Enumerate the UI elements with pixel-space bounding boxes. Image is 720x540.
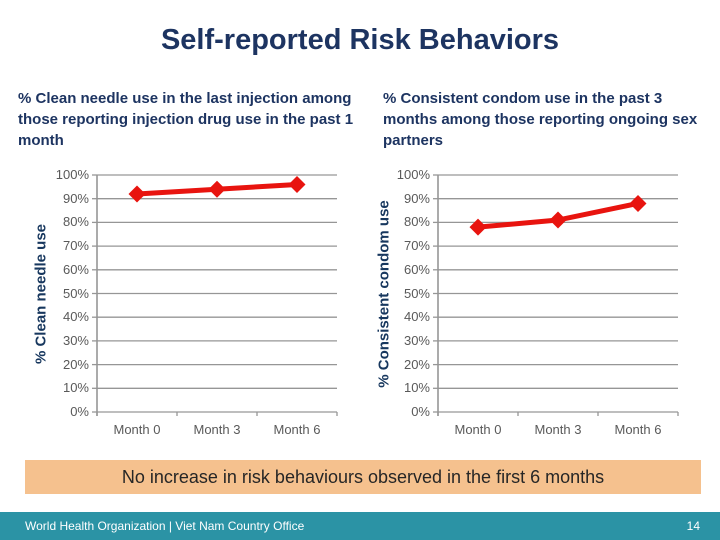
- y-tick-label: 10%: [403, 380, 430, 396]
- y-tick-label: 70%: [62, 238, 89, 254]
- x-tick-label: Month 6: [614, 422, 662, 437]
- plot-area: [92, 174, 338, 416]
- clean-needle-chart: % Clean needle use 100% 90% 80% 70% 60% 50% 40%…: [18, 167, 343, 444]
- data-point-marker: [128, 185, 146, 203]
- y-tick-label: 60%: [62, 261, 89, 277]
- y-tick-label: 40%: [403, 309, 430, 325]
- y-tick-label: 0%: [70, 404, 89, 419]
- plot-area: [433, 174, 679, 416]
- y-tick-label: 80%: [62, 214, 89, 230]
- y-tick-label: 50%: [403, 285, 430, 301]
- y-tick-label: 10%: [62, 380, 89, 396]
- y-tick-label: 90%: [62, 190, 89, 206]
- chart-title-clean-needle: % Clean needle use in the last injection…: [18, 90, 354, 149]
- y-tick-label: 80%: [403, 214, 430, 230]
- chart-block-condom-use: % Consistent condom use in the past 3 mo…: [372, 88, 712, 444]
- data-point-marker: [629, 194, 647, 212]
- y-tick-label: 70%: [403, 238, 430, 254]
- y-tick-label: 90%: [403, 190, 430, 206]
- data-point-marker: [549, 211, 567, 229]
- y-tick-label: 0%: [411, 404, 430, 419]
- chart-block-clean-needle: % Clean needle use in the last injection…: [18, 88, 364, 444]
- chart-title-condom-use: % Consistent condom use in the past 3 mo…: [383, 90, 698, 149]
- conclusion-banner: No increase in risk behaviours observed …: [25, 460, 701, 494]
- y-tick-label: 60%: [403, 261, 430, 277]
- data-point-marker: [288, 175, 306, 193]
- x-tick-label: Month 3: [534, 422, 582, 437]
- data-point-marker: [208, 180, 226, 198]
- y-tick-label: 100%: [396, 167, 430, 182]
- y-tick-label: 30%: [62, 332, 89, 348]
- x-tick-label: Month 0: [454, 422, 502, 437]
- x-tick-label: Month 0: [113, 422, 161, 437]
- footer-bar: World Health Organization | Viet Nam Cou…: [0, 512, 720, 540]
- condom-use-chart: % Consistent condom use 100% 90% 80% 70% 60% 5…: [372, 167, 684, 444]
- x-tick-label: Month 6: [273, 422, 321, 437]
- y-tick-label: 100%: [55, 167, 89, 182]
- y-tick-label: 20%: [62, 356, 89, 372]
- y-tick-label: 30%: [403, 332, 430, 348]
- footer-page-number: 14: [686, 519, 700, 533]
- footer-org-text: World Health Organization | Viet Nam Cou…: [25, 519, 305, 533]
- x-tick-label: Month 3: [193, 422, 241, 437]
- y-tick-label: 50%: [62, 285, 89, 301]
- data-point-marker: [469, 218, 487, 236]
- y-tick-label: 40%: [62, 309, 89, 325]
- y-tick-label: 20%: [403, 356, 430, 372]
- slide-title: Self-reported Risk Behaviors: [160, 24, 560, 56]
